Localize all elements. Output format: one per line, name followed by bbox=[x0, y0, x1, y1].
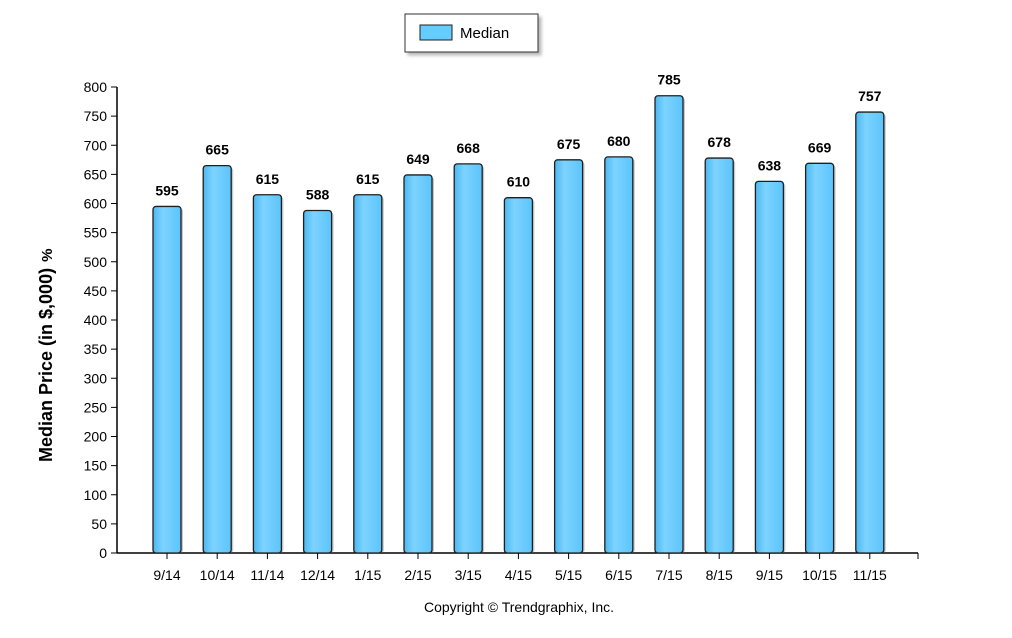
y-axis-title-text: Median Price (in $,000) bbox=[36, 268, 56, 462]
bar-value-label: 785 bbox=[657, 72, 681, 88]
x-tick-label: 5/15 bbox=[555, 567, 582, 583]
bar-group: 668 bbox=[453, 140, 485, 554]
bar bbox=[553, 159, 584, 554]
y-tick-label: 700 bbox=[84, 137, 108, 153]
bar bbox=[654, 95, 684, 554]
x-tick-label: 9/15 bbox=[756, 567, 783, 583]
y-axis-title-suffix: % bbox=[39, 249, 56, 262]
bar-group: 615 bbox=[353, 171, 384, 554]
y-axis-ticks: 0 50 100 150 200 250 300 350 400 450 500 550 600 650 7… bbox=[84, 79, 117, 561]
bars: 595 665 615 588 615 649 668 610 675 680 785 678 638 6… bbox=[152, 72, 886, 554]
copyright-text: Copyright © Trendgraphix, Inc. bbox=[424, 599, 614, 615]
bar-group: 610 bbox=[503, 174, 535, 554]
x-tick-label: 2/15 bbox=[404, 567, 431, 583]
bar bbox=[704, 157, 734, 554]
bar-group: 638 bbox=[754, 157, 786, 554]
legend: Median bbox=[404, 13, 539, 53]
x-tick-label: 9/14 bbox=[153, 567, 180, 583]
y-tick-label: 0 bbox=[99, 545, 107, 561]
x-tick-label: 6/15 bbox=[605, 567, 632, 583]
legend-swatch bbox=[419, 24, 453, 41]
y-tick-label: 600 bbox=[84, 196, 108, 212]
bar-value-label: 757 bbox=[858, 88, 882, 104]
bar-group: 785 bbox=[654, 72, 685, 554]
bar-value-label: 665 bbox=[206, 142, 230, 158]
bar-value-label: 680 bbox=[607, 133, 631, 149]
bar bbox=[604, 156, 634, 554]
bar bbox=[754, 180, 785, 554]
bar-group: 588 bbox=[302, 186, 334, 554]
y-tick-label: 550 bbox=[84, 225, 108, 241]
bar bbox=[202, 164, 232, 554]
y-tick-label: 300 bbox=[84, 370, 108, 386]
bar-value-label: 675 bbox=[557, 136, 581, 152]
x-tick-label: 12/14 bbox=[300, 567, 335, 583]
bar-group: 595 bbox=[152, 182, 183, 554]
bar-group: 675 bbox=[553, 136, 585, 554]
bar-group: 757 bbox=[855, 88, 886, 554]
bar-value-label: 678 bbox=[708, 134, 732, 150]
legend-label-median: Median bbox=[460, 25, 509, 42]
x-tick-label: 10/15 bbox=[802, 567, 837, 583]
bar-value-label: 615 bbox=[356, 171, 380, 187]
y-tick-label: 200 bbox=[84, 429, 108, 445]
bar bbox=[855, 111, 885, 554]
y-tick-label: 450 bbox=[84, 283, 108, 299]
bar bbox=[453, 163, 483, 554]
y-tick-label: 350 bbox=[84, 341, 108, 357]
y-tick-label: 50 bbox=[91, 516, 107, 532]
bar bbox=[353, 194, 383, 554]
bar-value-label: 669 bbox=[808, 139, 832, 155]
x-axis-labels: 9/14 10/14 11/14 12/14 1/15 2/15 3/15 4/15 5/15 6… bbox=[153, 553, 919, 583]
x-tick-label: 4/15 bbox=[505, 567, 532, 583]
bar-group: 649 bbox=[403, 151, 434, 554]
x-tick-label: 7/15 bbox=[655, 567, 682, 583]
bar bbox=[804, 162, 835, 554]
bar-group: 615 bbox=[252, 171, 284, 554]
y-tick-label: 150 bbox=[84, 458, 108, 474]
x-tick-label: 8/15 bbox=[706, 567, 733, 583]
bar bbox=[302, 209, 333, 554]
bar bbox=[403, 174, 433, 554]
bar-value-label: 638 bbox=[758, 157, 782, 173]
x-tick-label: 3/15 bbox=[455, 567, 482, 583]
bar-value-label: 649 bbox=[406, 151, 430, 167]
bar-group: 678 bbox=[704, 134, 736, 554]
bar bbox=[252, 194, 283, 554]
y-axis-title: Median Price (in $,000)% bbox=[36, 249, 56, 462]
bar-group: 680 bbox=[604, 133, 635, 554]
x-tick-label: 1/15 bbox=[354, 567, 381, 583]
bar-value-label: 595 bbox=[155, 182, 179, 198]
bar-group: 669 bbox=[804, 139, 836, 554]
bar-value-label: 668 bbox=[457, 140, 481, 156]
y-tick-label: 500 bbox=[84, 254, 108, 270]
y-tick-label: 100 bbox=[84, 487, 108, 503]
bar bbox=[503, 197, 534, 554]
bar-value-label: 588 bbox=[306, 186, 330, 202]
bar-value-label: 615 bbox=[256, 171, 280, 187]
x-tick-label: 11/14 bbox=[250, 567, 284, 583]
bar bbox=[152, 205, 182, 554]
y-tick-label: 250 bbox=[84, 399, 108, 415]
y-tick-label: 750 bbox=[84, 108, 108, 124]
bar-group: 665 bbox=[202, 142, 234, 554]
y-tick-label: 800 bbox=[84, 79, 108, 95]
x-tick-label: 11/15 bbox=[853, 567, 887, 583]
bar-value-label: 610 bbox=[507, 174, 531, 190]
y-tick-label: 400 bbox=[84, 312, 108, 328]
x-tick-label: 10/14 bbox=[200, 567, 235, 583]
y-tick-label: 650 bbox=[84, 166, 108, 182]
